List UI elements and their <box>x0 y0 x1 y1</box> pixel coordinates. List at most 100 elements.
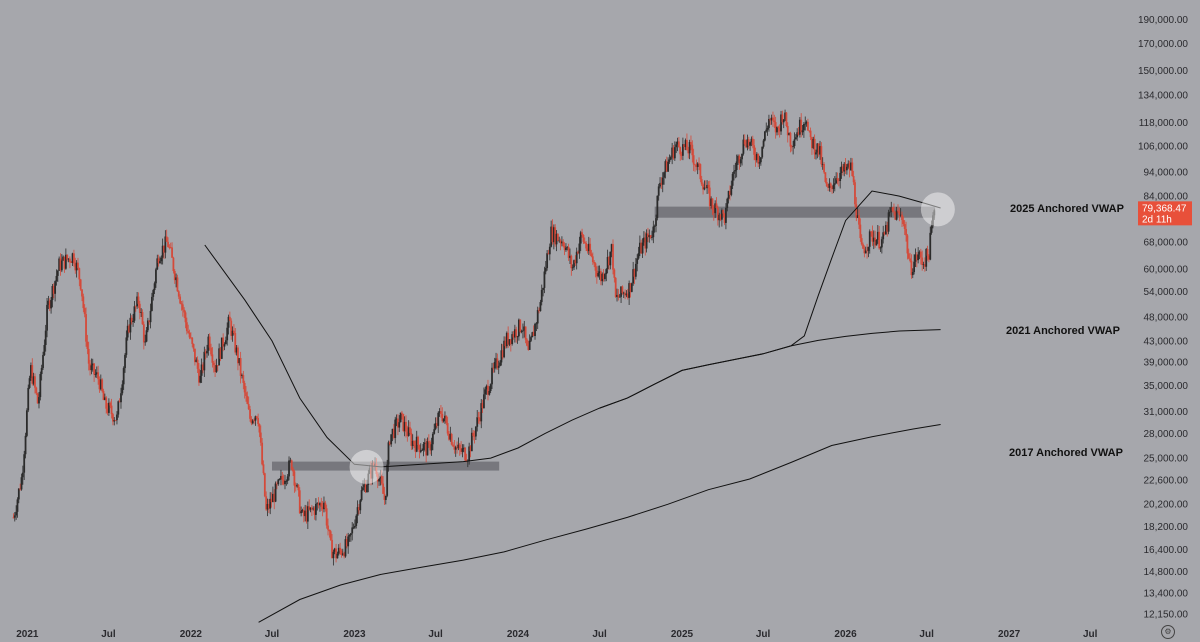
candle-body <box>562 241 565 246</box>
x-axis[interactable]: 2021 Jul 2022 Jul 2023 Jul 2024 Jul 2025 Jul 2026 J… <box>16 629 1097 640</box>
candle-body <box>800 119 803 133</box>
candle-body <box>917 254 920 261</box>
candle-body <box>175 277 178 281</box>
candle <box>56 269 59 283</box>
y-axis[interactable]: 190,000.00 170,000.00 150,000.00 134,000.00… <box>1138 15 1188 620</box>
candle-body <box>766 127 769 130</box>
candle-body <box>489 384 492 391</box>
candle <box>511 331 514 346</box>
candle <box>290 459 293 471</box>
candle-body <box>32 376 35 384</box>
y-tick-label: 94,000.00 <box>1144 167 1189 178</box>
candle-body <box>548 246 551 255</box>
candle <box>910 254 913 279</box>
candle <box>36 392 39 404</box>
x-tick-label: 2022 <box>180 629 203 640</box>
candle-body <box>591 256 594 263</box>
candle <box>668 154 671 164</box>
candle-body <box>132 320 134 323</box>
candle-body <box>718 214 721 221</box>
candle-body <box>289 460 292 462</box>
candle-body <box>519 319 522 332</box>
candle-body <box>114 420 117 421</box>
candle <box>508 339 511 347</box>
candle-body <box>167 241 169 247</box>
candle <box>526 338 528 347</box>
candle-body <box>656 195 659 219</box>
candle <box>542 287 544 297</box>
candle-body <box>586 248 589 252</box>
candle-body <box>859 224 862 239</box>
candle-body <box>161 245 164 258</box>
candle <box>106 403 109 416</box>
candle-body <box>772 117 774 121</box>
candle-body <box>750 138 753 143</box>
candle-body <box>290 460 293 470</box>
x-tick-label: 2025 <box>671 629 694 640</box>
candle <box>630 282 633 293</box>
candle-body <box>180 303 183 305</box>
candle <box>329 529 332 541</box>
y-tick-label: 18,200.00 <box>1144 522 1189 533</box>
candle-body <box>121 384 124 394</box>
candle-body <box>493 361 496 369</box>
candle <box>730 180 733 197</box>
candle-body <box>614 277 617 297</box>
candle <box>505 331 508 349</box>
candle-body <box>546 253 549 269</box>
candle <box>241 373 243 379</box>
candle-body <box>831 186 834 190</box>
candle-body <box>876 231 879 240</box>
candle-body <box>341 553 344 555</box>
candle-body <box>156 258 159 270</box>
candle <box>638 235 641 257</box>
candle-body <box>407 427 410 437</box>
candle <box>745 140 747 149</box>
candle-body <box>453 446 456 450</box>
candle <box>538 307 540 314</box>
candle <box>333 547 336 555</box>
candle <box>477 411 480 424</box>
candle <box>362 480 364 491</box>
y-tick-label: 12,150.00 <box>1144 610 1189 621</box>
candle <box>785 111 788 128</box>
candle-body <box>878 231 881 249</box>
candle-body <box>363 484 366 488</box>
candle-body <box>688 142 691 154</box>
candle <box>715 197 718 209</box>
candle-body <box>918 251 921 255</box>
candle-body <box>44 330 47 346</box>
candle-body <box>263 473 266 497</box>
candle-body <box>273 493 276 502</box>
candle-body <box>207 336 210 351</box>
candle <box>218 343 221 366</box>
candle-body <box>442 418 445 422</box>
candle <box>325 504 328 529</box>
candle <box>871 225 874 246</box>
candle-body <box>675 144 678 148</box>
candle <box>46 297 48 338</box>
candle-body <box>703 187 706 190</box>
candle <box>667 157 670 172</box>
candle <box>637 246 640 260</box>
candle <box>878 225 881 250</box>
candle <box>28 375 31 390</box>
candle-body <box>218 348 221 366</box>
candle <box>347 532 350 554</box>
candle <box>921 250 924 271</box>
candle-body <box>597 273 600 277</box>
candle <box>753 139 756 161</box>
gear-icon[interactable]: ⚙ <box>1161 625 1175 639</box>
candle <box>702 182 704 195</box>
candle <box>747 136 750 150</box>
candle-body <box>320 503 323 507</box>
candle <box>399 412 402 423</box>
candle <box>458 442 461 456</box>
x-tick-label: Jul <box>756 629 771 640</box>
candle-body <box>458 444 461 449</box>
candle-body <box>210 347 212 355</box>
candle <box>742 134 745 156</box>
candle-body <box>425 442 428 456</box>
candle-body <box>13 515 16 518</box>
